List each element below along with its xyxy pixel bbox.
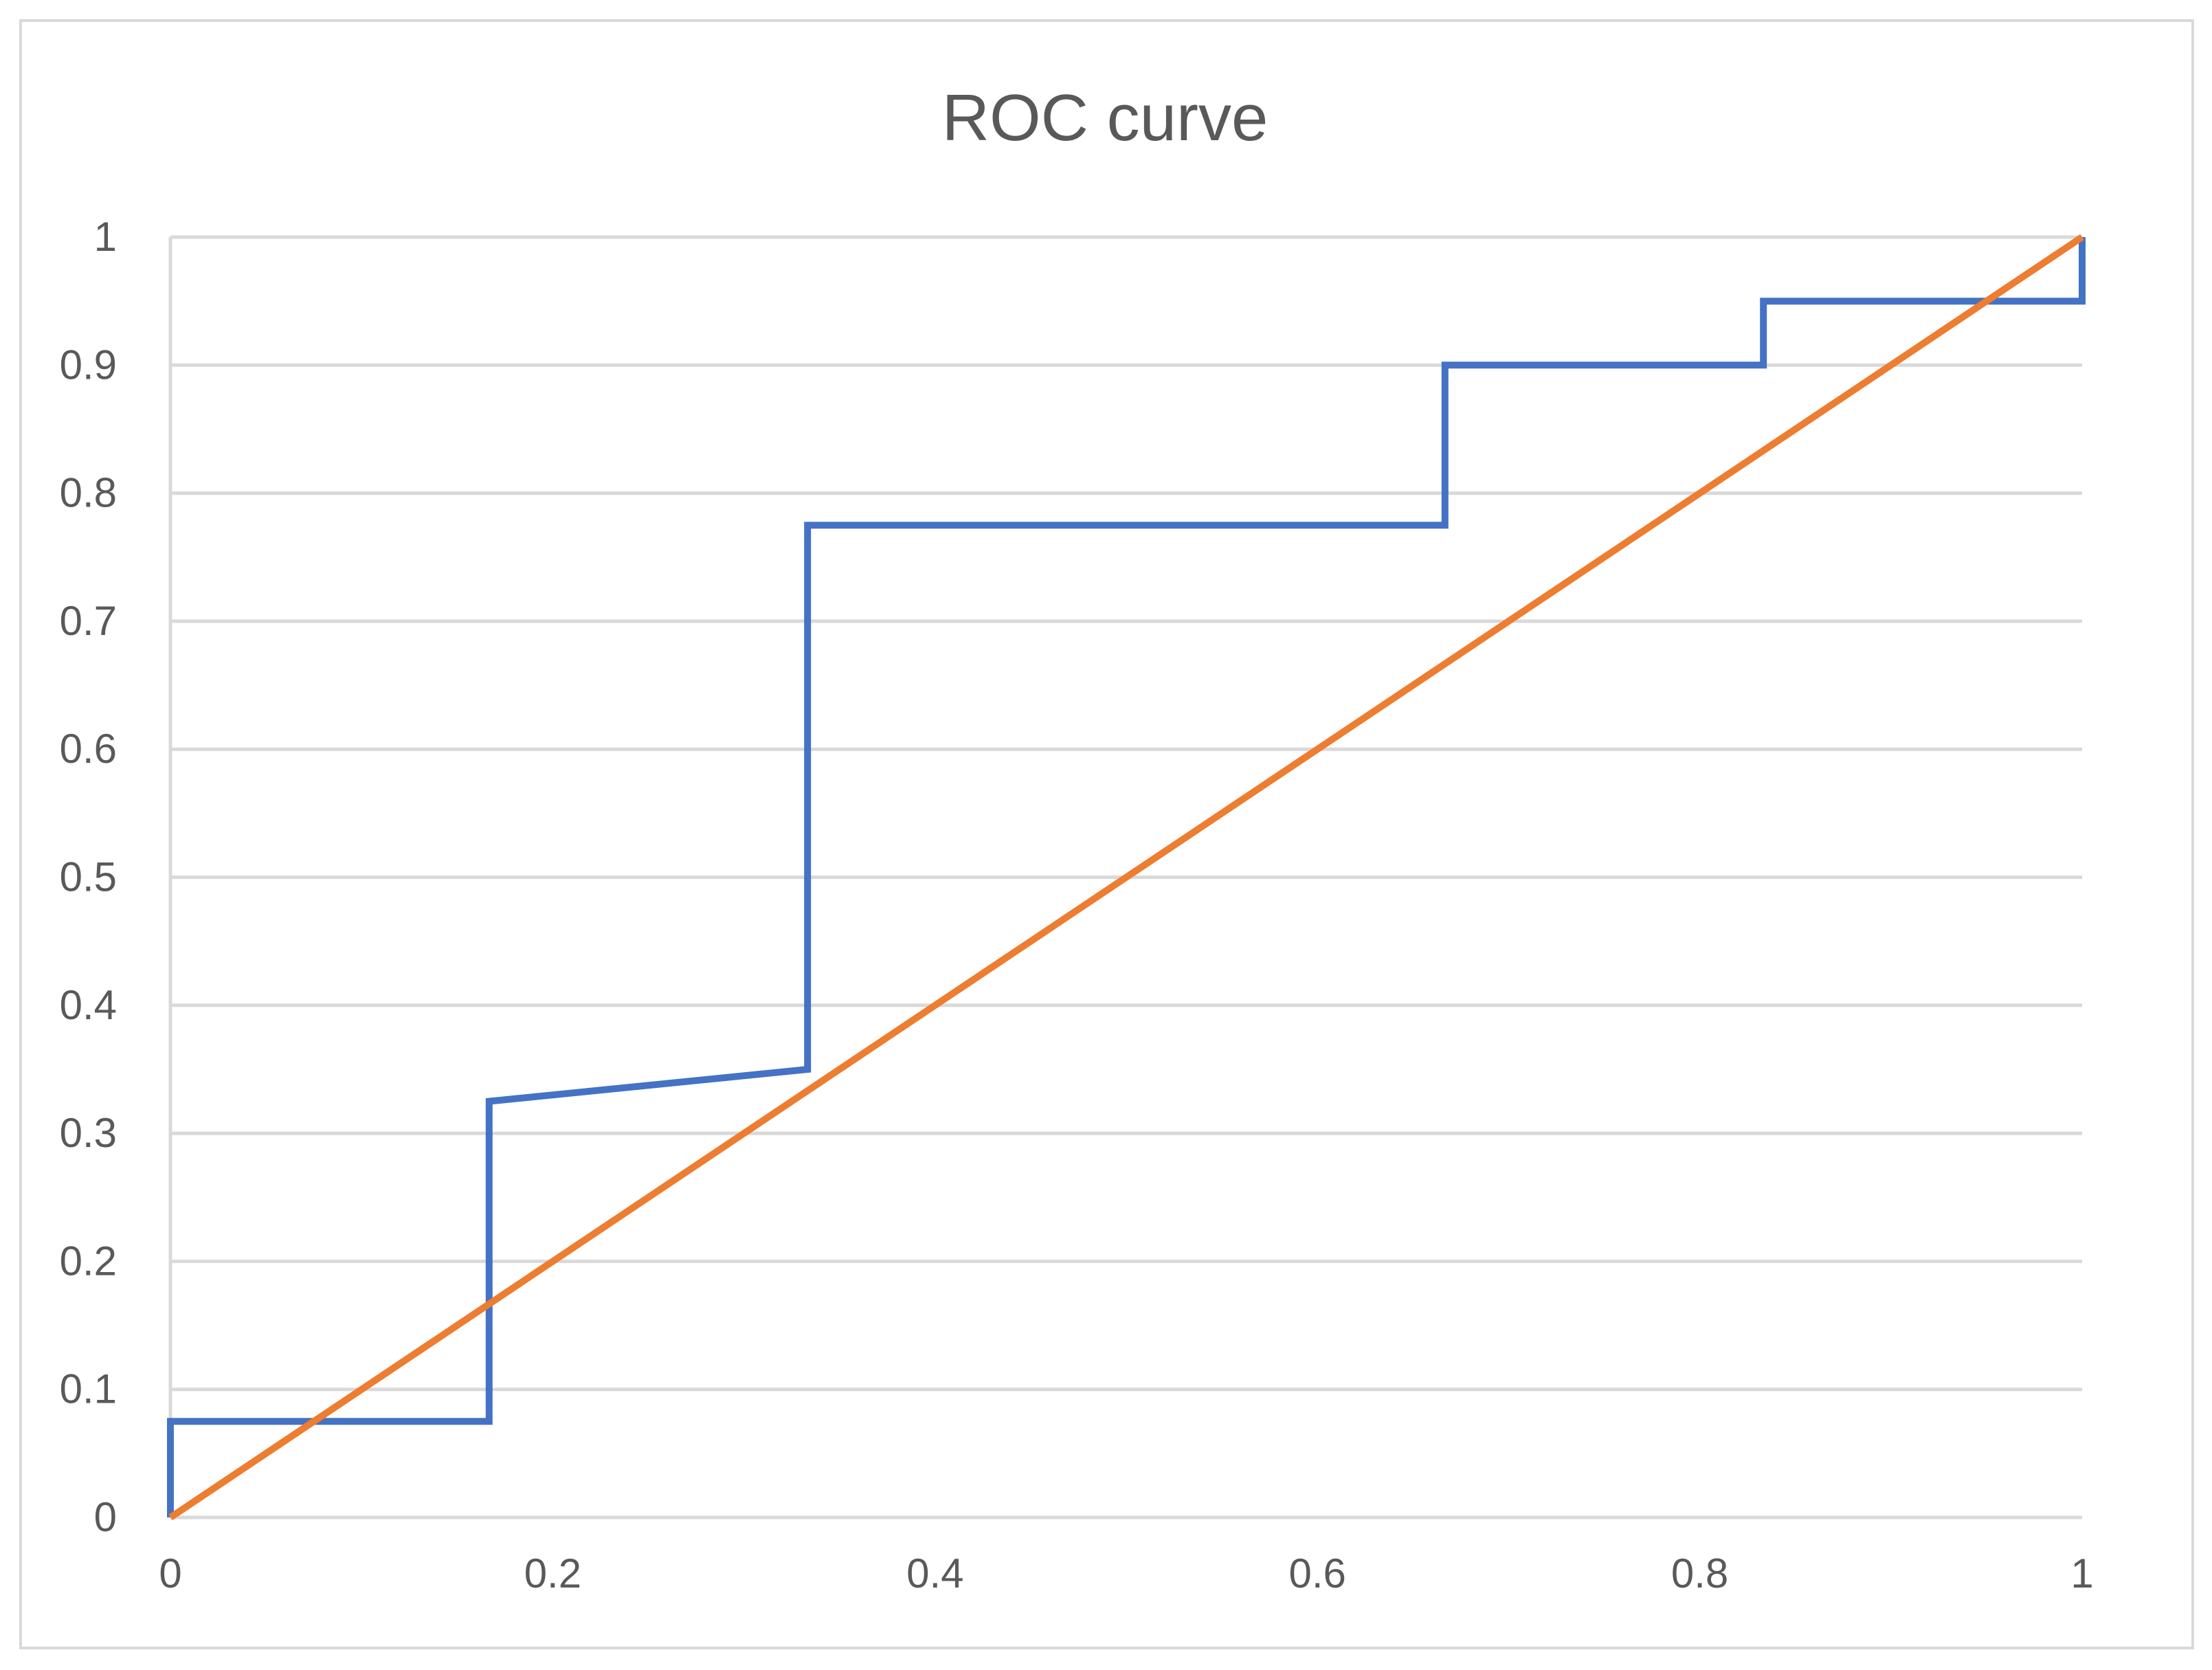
y-tick-label: 0	[94, 1494, 117, 1540]
series-line-2	[168, 234, 2084, 1521]
y-tick-label: 0.5	[60, 854, 117, 900]
y-tick-label: 0.4	[60, 982, 117, 1028]
x-tick-label: 0.4	[906, 1550, 963, 1596]
x-tick-label: 0.8	[1671, 1550, 1728, 1596]
y-tick-labels: 0 0.1 0.2 0.3 0.4 0.5 0.6 0.7 0.8 0.9 1	[60, 214, 117, 1540]
y-tick-label: 0.7	[60, 598, 117, 644]
chart-title: ROC curve	[942, 81, 1269, 155]
x-tick-label: 0	[159, 1550, 181, 1596]
x-tick-label: 0.2	[524, 1550, 581, 1596]
y-tick-label: 0.2	[60, 1238, 117, 1284]
y-tick-label: 0.9	[60, 342, 117, 388]
y-tick-label: 0.3	[60, 1110, 117, 1156]
y-tick-label: 0.8	[60, 470, 117, 516]
y-tick-label: 1	[94, 214, 117, 260]
x-tick-label: 0.6	[1288, 1550, 1345, 1596]
y-tick-label: 0.1	[60, 1366, 117, 1412]
series-lines	[167, 234, 2086, 1521]
y-tick-label: 0.6	[60, 726, 117, 772]
x-tick-labels: 0 0.2 0.4 0.6 0.8 1	[159, 1550, 2093, 1596]
x-tick-label: 1	[2070, 1550, 2093, 1596]
series-line-1	[167, 237, 2086, 1517]
